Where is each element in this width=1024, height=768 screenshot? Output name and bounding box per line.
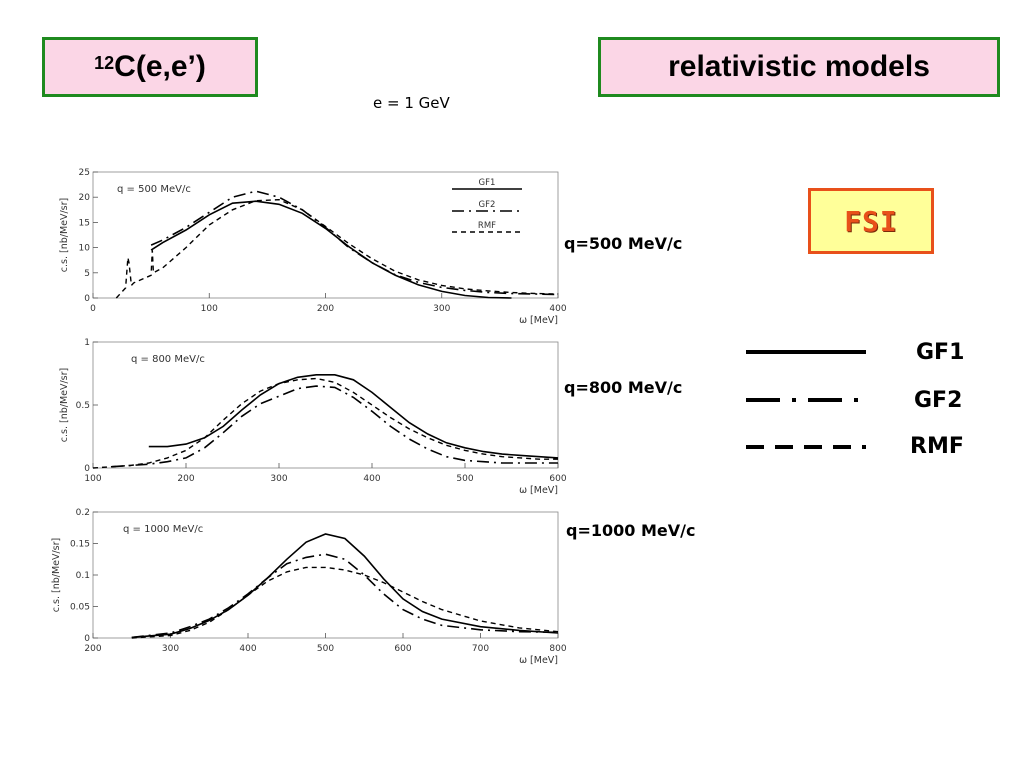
x-tick-label: 400 bbox=[549, 304, 566, 314]
title-superscript: 12 bbox=[94, 52, 115, 73]
legend-label-gf2: GF2 bbox=[914, 388, 963, 413]
x-axis-label: ω [MeV] bbox=[519, 315, 558, 326]
x-tick-label: 300 bbox=[433, 304, 450, 314]
x-tick-label: 600 bbox=[394, 644, 411, 654]
x-tick-label: 500 bbox=[456, 474, 473, 484]
q-annotation: q = 1000 MeV/c bbox=[123, 524, 203, 535]
legend-entry-label: GF1 bbox=[479, 178, 496, 188]
y-tick-label: 0 bbox=[84, 634, 90, 644]
x-tick-label: 400 bbox=[239, 644, 256, 654]
series-line-gf1 bbox=[148, 373, 559, 459]
legend-label-rmf: RMF bbox=[910, 434, 964, 459]
y-axis-label: c.s. [nb/MeV/sr] bbox=[59, 198, 70, 273]
series-line-gf1 bbox=[131, 533, 559, 639]
x-axis-label: ω [MeV] bbox=[519, 655, 558, 666]
x-tick-label: 200 bbox=[84, 644, 101, 654]
y-tick-label: 0.2 bbox=[76, 508, 90, 518]
series-line-rmf bbox=[115, 198, 559, 299]
legend-entry-label: GF2 bbox=[479, 200, 496, 210]
series-line-gf2 bbox=[150, 190, 559, 296]
x-tick-label: 600 bbox=[549, 474, 566, 484]
y-axis-label: c.s. [nb/MeV/sr] bbox=[59, 368, 70, 443]
chart-panel-2: 200 300 400 500 600 700 800 0 0.05 0.1 0.15 0.2 ω [M… bbox=[51, 508, 567, 666]
x-tick-label: 0 bbox=[90, 304, 96, 314]
x-tick-label: 700 bbox=[472, 644, 489, 654]
series-line-gf1 bbox=[150, 200, 512, 299]
y-tick-label: 0 bbox=[84, 464, 90, 474]
title-left-box: 12 C(e,e’) bbox=[42, 37, 258, 97]
fsi-label: FSI bbox=[844, 204, 898, 238]
y-tick-label: 0.1 bbox=[76, 571, 90, 581]
y-tick-label: 0.05 bbox=[70, 603, 90, 613]
series-line-gf2 bbox=[111, 385, 558, 468]
x-tick-label: 100 bbox=[84, 474, 101, 484]
q-annotation: q = 800 MeV/c bbox=[131, 354, 205, 365]
fsi-badge: FSI bbox=[808, 188, 934, 254]
y-tick-label: 1 bbox=[84, 338, 90, 348]
x-tick-label: 200 bbox=[317, 304, 334, 314]
y-tick-label: 0.15 bbox=[70, 540, 90, 550]
x-axis-label: ω [MeV] bbox=[519, 485, 558, 496]
q-label-1000: q=1000 MeV/c bbox=[566, 521, 696, 540]
x-tick-label: 500 bbox=[317, 644, 334, 654]
x-tick-label: 100 bbox=[201, 304, 218, 314]
y-tick-label: 0 bbox=[84, 294, 90, 304]
title-models: relativistic models bbox=[668, 50, 930, 83]
title-right-box: relativistic models bbox=[598, 37, 1000, 97]
x-tick-label: 300 bbox=[162, 644, 179, 654]
y-tick-label: 10 bbox=[79, 244, 91, 254]
y-tick-label: 5 bbox=[84, 269, 90, 279]
chart-panel-1: 100 200 300 400 500 600 0 0.5 1 ω [MeV] c.s. [nb/M… bbox=[59, 338, 567, 496]
y-tick-label: 0.5 bbox=[76, 401, 90, 411]
title-reaction: C(e,e’) bbox=[114, 50, 206, 83]
q-label-800: q=800 MeV/c bbox=[564, 378, 683, 397]
x-tick-label: 800 bbox=[549, 644, 566, 654]
legend-label-gf1: GF1 bbox=[916, 340, 965, 365]
y-tick-label: 20 bbox=[79, 193, 91, 203]
q-label-500: q=500 MeV/c bbox=[564, 234, 683, 253]
beam-energy-label: e = 1 GeV bbox=[373, 94, 450, 112]
series-line-gf2 bbox=[131, 553, 559, 639]
y-tick-label: 15 bbox=[79, 218, 90, 228]
series-line-rmf bbox=[92, 377, 558, 469]
x-tick-label: 400 bbox=[363, 474, 380, 484]
x-tick-label: 300 bbox=[270, 474, 287, 484]
chart-panel-0: 0 100 200 300 400 0 5 10 15 20 25 ω [MeV] c.s. [nb/M… bbox=[59, 168, 567, 326]
legend-entry-label: RMF bbox=[478, 221, 496, 231]
y-axis-label: c.s. [nb/MeV/sr] bbox=[51, 538, 62, 613]
y-tick-label: 25 bbox=[79, 168, 90, 178]
x-tick-label: 200 bbox=[177, 474, 194, 484]
q-annotation: q = 500 MeV/c bbox=[117, 184, 191, 195]
series-line-rmf bbox=[131, 566, 559, 639]
